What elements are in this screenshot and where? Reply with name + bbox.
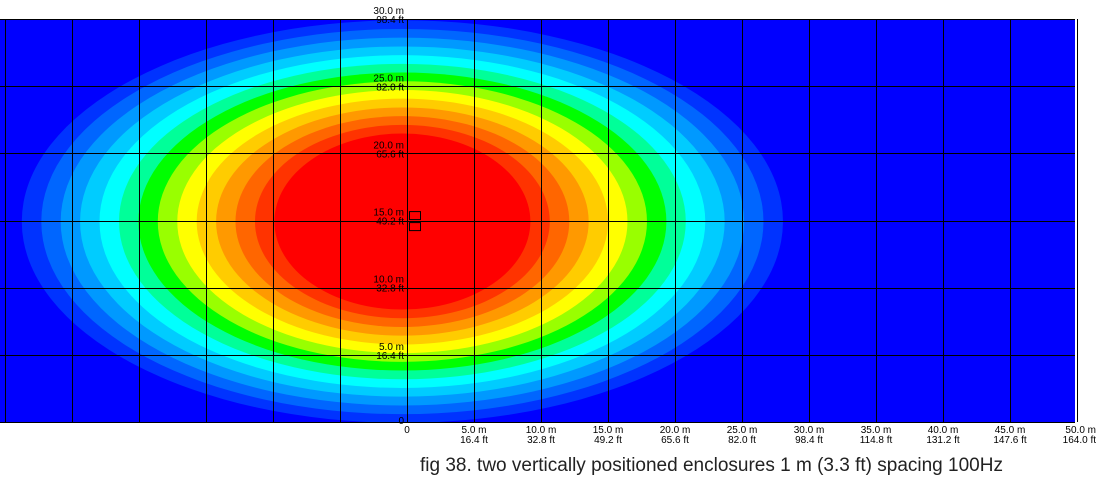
x-tick-feet: 65.6 ft xyxy=(661,435,689,446)
x-tick-meters: 15.0 m xyxy=(593,425,624,436)
x-tick-label: 30.0 m98.4 ft xyxy=(794,425,825,446)
x-tick-label: 10.0 m32.8 ft xyxy=(526,425,557,446)
y-tick-feet: 82.0 ft xyxy=(376,82,404,93)
x-axis-tick-labels: 0 5.0 m16.4 ft 10.0 m32.8 ft 15.0 m49.2 ft 2… xyxy=(404,425,1096,446)
y-axis-tick-labels: 0 5.0 m16.4 ft 10.0 m32.8 ft 15.0 m49.2 ft 2… xyxy=(373,6,404,427)
x-tick-feet: 32.8 ft xyxy=(527,435,555,446)
x-tick-feet: 16.4 ft xyxy=(460,435,488,446)
x-tick-meters: 10.0 m xyxy=(526,425,557,436)
y-tick-label: 30.0 m98.4 ft xyxy=(373,6,404,26)
grid-lines xyxy=(0,19,1078,423)
enclosure-marker xyxy=(409,211,421,221)
x-tick-label: 25.0 m82.0 ft xyxy=(727,425,758,446)
x-tick-meters: 5.0 m xyxy=(461,425,486,436)
y-tick-feet: 49.2 ft xyxy=(376,217,404,228)
y-tick-feet: 16.4 ft xyxy=(376,351,404,362)
y-tick-meters: 15.0 m xyxy=(373,208,404,219)
x-tick-feet: 82.0 ft xyxy=(728,435,756,446)
y-tick-feet: 98.4 ft xyxy=(376,15,404,26)
y-tick-meters: 30.0 m xyxy=(373,6,404,17)
y-tick-feet: 65.6 ft xyxy=(376,149,404,160)
figure-caption: fig 38. two vertically positioned enclos… xyxy=(420,455,1003,476)
y-tick-label: 20.0 m65.6 ft xyxy=(373,140,404,160)
x-tick-meters: 20.0 m xyxy=(660,425,691,436)
y-tick-label: 15.0 m49.2 ft xyxy=(373,208,404,228)
x-tick-meters: 30.0 m xyxy=(794,425,825,436)
y-tick-label: 5.0 m16.4 ft xyxy=(376,342,404,362)
x-tick-meters: 50.0 m xyxy=(1065,425,1096,436)
x-tick-feet: 114.8 ft xyxy=(860,435,893,446)
y-tick-label: 10.0 m32.8 ft xyxy=(373,275,404,295)
x-tick-meters: 25.0 m xyxy=(727,425,758,436)
enclosure-markers xyxy=(409,211,421,232)
y-tick-label: 25.0 m82.0 ft xyxy=(373,73,404,93)
y-tick-meters: 10.0 m xyxy=(373,275,404,286)
x-tick-meters: 35.0 m xyxy=(861,425,892,436)
x-tick-meters: 45.0 m xyxy=(995,425,1026,436)
x-tick-meters: 40.0 m xyxy=(928,425,959,436)
x-tick-label: 15.0 m49.2 ft xyxy=(593,425,624,446)
x-tick-label: 5.0 m16.4 ft xyxy=(460,425,488,446)
y-tick-feet: 32.8 ft xyxy=(376,284,404,295)
x-tick-label: 0 xyxy=(404,425,410,436)
x-tick-feet: 49.2 ft xyxy=(594,435,622,446)
y-tick-meters: 25.0 m xyxy=(373,73,404,84)
x-tick-feet: 98.4 ft xyxy=(795,435,823,446)
x-tick-feet: 164.0 ft xyxy=(1063,435,1097,446)
x-tick-label: 20.0 m65.6 ft xyxy=(660,425,691,446)
x-tick-feet: 131.2 ft xyxy=(926,435,960,446)
x-tick-feet: 147.6 ft xyxy=(993,435,1027,446)
y-tick-meters: 20.0 m xyxy=(373,140,404,151)
enclosure-marker xyxy=(409,222,421,232)
heatmap-layer xyxy=(2,19,803,422)
y-tick-label: 0 xyxy=(398,416,404,427)
y-tick-meters: 5.0 m xyxy=(379,342,404,353)
